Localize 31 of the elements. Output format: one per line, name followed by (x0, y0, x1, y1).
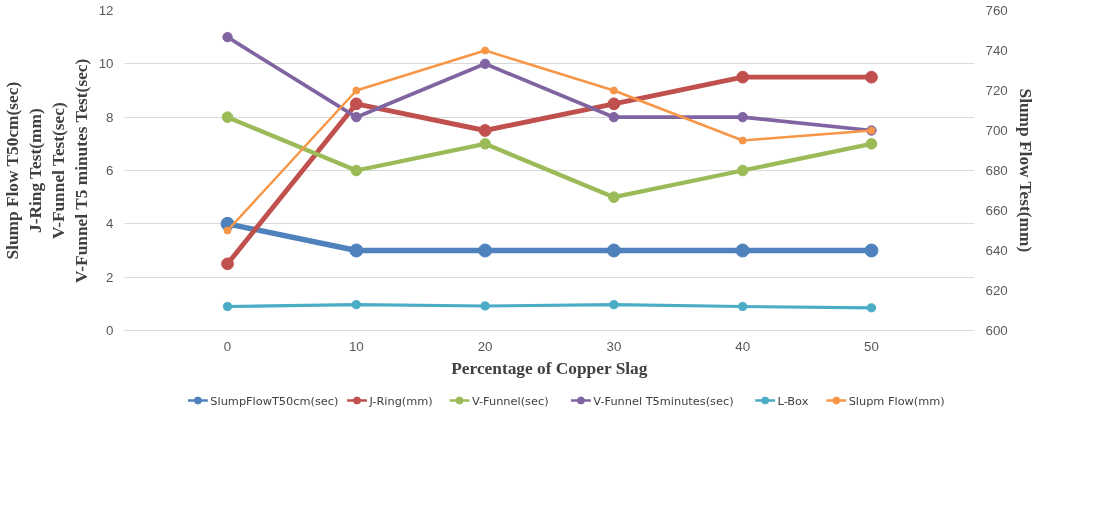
legend-label: Slupm Flow(mm) (848, 393, 945, 408)
y-tick-label: 4 (106, 216, 115, 232)
y2-tick-label: 620 (985, 283, 1008, 298)
y-tick-label: 8 (106, 109, 114, 125)
y2-tick-label: 660 (985, 203, 1008, 218)
legend-label: L-Box (777, 393, 809, 408)
x-tick-label: 40 (735, 338, 751, 354)
x-tick-label: 30 (606, 338, 622, 354)
y2-tick-label: 700 (985, 123, 1008, 138)
y-tick-label: 2 (106, 269, 114, 285)
legend-label: V-Funnel T5minutes(sec) (593, 393, 734, 408)
legend-label: J-Ring(mm) (368, 393, 433, 408)
x-tick-label: 10 (348, 338, 364, 354)
x-tick-label: 20 (477, 338, 493, 354)
y2-tick-label: 680 (985, 163, 1008, 178)
y2-axis-title: Slump Flow Test(mm) (1015, 88, 1035, 253)
y-tick-label: 10 (98, 56, 114, 72)
legend-label: V-Funnel(sec) (471, 393, 549, 408)
y-tick-label: 6 (106, 163, 114, 178)
y-tick-label: 12 (98, 3, 114, 18)
y2-tick-label: 640 (985, 243, 1008, 258)
x-axis-title: Percentage of Copper Slag (451, 358, 648, 378)
y-axis-title: Slump Flow T50cm(sec) J-Ring Test(mm) V-Funnel Test(sec) V-Funnel T5 minutes Test(sec) (3, 58, 91, 283)
x-tick-label: 0 (223, 338, 232, 354)
y2-tick-label: 760 (985, 3, 1008, 18)
y2-tick-label: 740 (985, 43, 1008, 58)
y2-tick-label: 600 (985, 323, 1008, 338)
legend-label: SlumpFlowT50cm(sec) (210, 393, 339, 408)
y-tick-label: 0 (106, 323, 114, 338)
x-tick-label: 50 (864, 338, 879, 354)
y2-tick-label: 720 (985, 83, 1008, 98)
